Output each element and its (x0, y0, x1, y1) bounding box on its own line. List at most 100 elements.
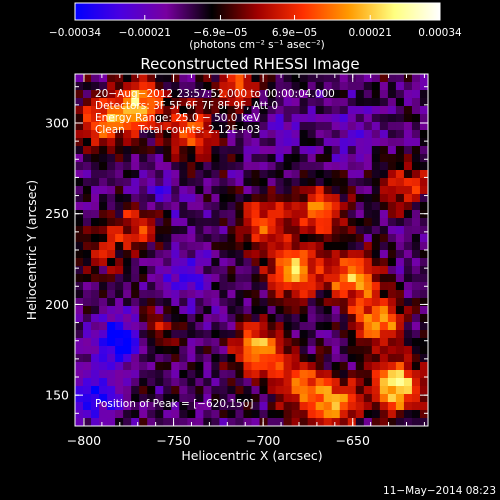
heatmap-cell (347, 418, 357, 426)
heatmap-cell (411, 234, 421, 243)
heatmap-cell (195, 290, 204, 299)
heatmap-cell (139, 330, 148, 339)
heatmap-cell (331, 98, 341, 107)
heatmap-cell (331, 186, 341, 195)
heatmap-cell (163, 394, 172, 403)
heatmap-cell (347, 194, 357, 203)
heatmap-cell (299, 306, 309, 315)
heatmap-cell (275, 82, 285, 91)
heatmap-cell (275, 194, 285, 203)
heatmap-cell (219, 226, 229, 235)
heatmap-cell (179, 82, 188, 91)
heatmap-cell (307, 114, 317, 123)
heatmap-cell (411, 338, 421, 347)
heatmap-cell (323, 146, 333, 155)
heatmap-cell (251, 314, 261, 323)
heatmap-cell (315, 234, 325, 243)
heatmap-cell (235, 274, 245, 283)
heatmap-cell (267, 346, 277, 355)
heatmap-cell (243, 114, 253, 123)
heatmap-cell (107, 314, 116, 323)
heatmap-cell (323, 186, 333, 195)
heatmap-cell (419, 354, 428, 363)
heatmap-cell (283, 298, 293, 307)
heatmap-cell (211, 74, 221, 83)
heatmap-cell (235, 410, 245, 419)
heatmap-cell (139, 210, 148, 219)
heatmap-cell (387, 82, 397, 91)
heatmap-cell (419, 290, 428, 299)
heatmap-cell (235, 114, 245, 123)
colorbar-unit-label: (photons cm⁻² s⁻¹ asec⁻²) (189, 39, 324, 51)
heatmap-cell (195, 266, 204, 275)
heatmap-cell (315, 194, 325, 203)
heatmap-cell (347, 202, 357, 211)
heatmap-cell (283, 202, 293, 211)
heatmap-cell (91, 258, 100, 267)
heatmap-cell (147, 322, 156, 331)
heatmap-cell (107, 338, 116, 347)
heatmap-cell (395, 218, 405, 227)
heatmap-cell (171, 226, 180, 235)
heatmap-cell (347, 234, 357, 243)
heatmap-cell (307, 314, 317, 323)
heatmap-cell (115, 354, 124, 363)
heatmap-cell (299, 242, 309, 251)
heatmap-cell (139, 378, 148, 387)
heatmap-cell (243, 362, 253, 371)
heatmap-cell (403, 314, 413, 323)
heatmap-cell (251, 306, 261, 315)
heatmap-cell (379, 106, 389, 115)
heatmap-cell (331, 282, 341, 291)
heatmap-cell (139, 322, 148, 331)
heatmap-cell (235, 218, 245, 227)
heatmap-cell (171, 186, 180, 195)
heatmap-cell (235, 298, 245, 307)
heatmap-cell (387, 250, 397, 259)
heatmap-cell (147, 138, 156, 147)
heatmap-cell (299, 154, 309, 163)
heatmap-cell (267, 330, 277, 339)
heatmap-cell (227, 410, 237, 419)
heatmap-cell (115, 202, 124, 211)
heatmap-cell (91, 138, 100, 147)
heatmap-cell (267, 98, 277, 107)
heatmap-cell (91, 386, 100, 395)
heatmap-cell (99, 242, 108, 251)
heatmap-cell (227, 362, 237, 371)
heatmap-cell (163, 106, 172, 115)
heatmap-cell (99, 74, 108, 83)
heatmap-cell (123, 410, 132, 419)
heatmap-cell (347, 122, 357, 131)
heatmap-cell (99, 370, 108, 379)
heatmap-cell (291, 154, 301, 163)
heatmap-cell (219, 194, 229, 203)
chart-title: Reconstructed RHESSI Image (140, 55, 359, 73)
heatmap-cell (147, 386, 156, 395)
heatmap-cell (171, 314, 180, 323)
heatmap-cell (315, 314, 325, 323)
heatmap-cell (323, 354, 333, 363)
heatmap-cell (315, 146, 325, 155)
heatmap-cell (163, 154, 172, 163)
heatmap-cell (99, 210, 108, 219)
heatmap-cell (387, 354, 397, 363)
heatmap-cell (371, 394, 381, 403)
heatmap-cell (379, 114, 389, 123)
heatmap-cell (171, 370, 180, 379)
heatmap-cell (259, 186, 269, 195)
heatmap-cell (379, 266, 389, 275)
heatmap-cell (323, 194, 333, 203)
heatmap-cell (227, 202, 237, 211)
heatmap-cell (163, 258, 172, 267)
heatmap-cell (291, 210, 301, 219)
heatmap-cell (275, 354, 285, 363)
heatmap-cell (275, 202, 285, 211)
heatmap-cell (331, 114, 341, 123)
heatmap-cell (291, 322, 301, 331)
heatmap-cell (91, 242, 100, 251)
heatmap-cell (115, 410, 124, 419)
heatmap-cell (163, 346, 172, 355)
heatmap-cell (411, 130, 421, 139)
heatmap-cell (155, 354, 164, 363)
